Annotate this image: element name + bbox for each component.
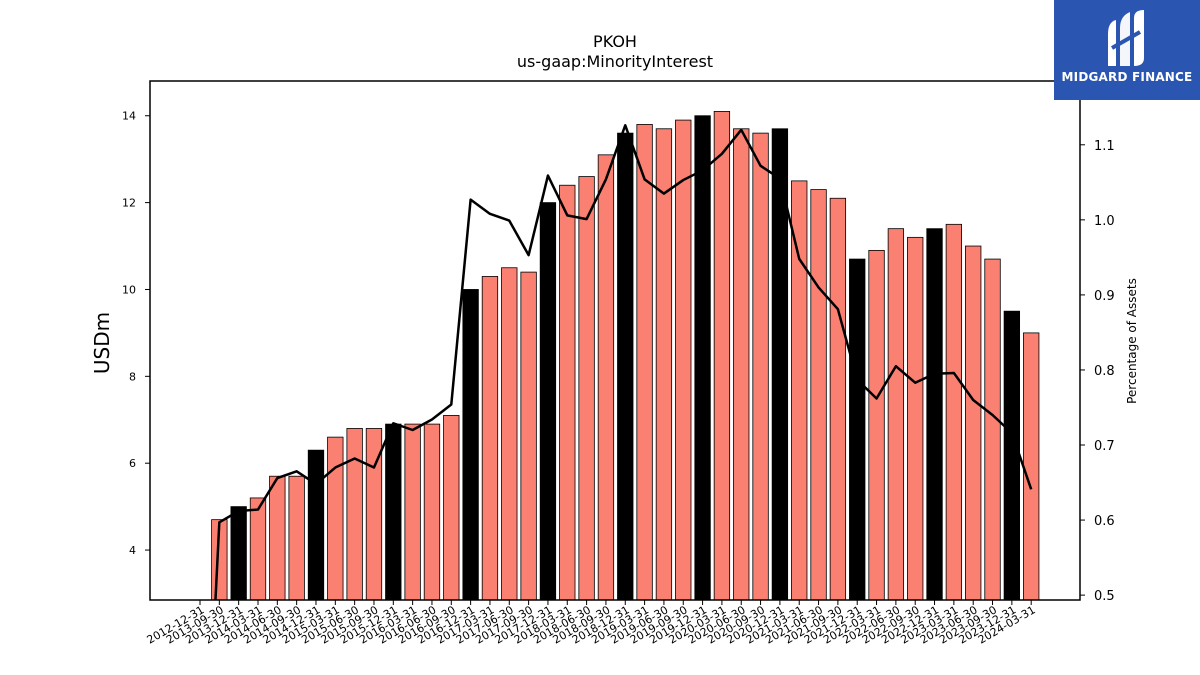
bar — [887, 228, 905, 601]
bar — [675, 119, 692, 601]
bar — [849, 258, 866, 601]
bar — [443, 415, 460, 601]
bar — [249, 497, 267, 601]
bar — [597, 154, 615, 601]
chart-title: PKOH — [593, 32, 637, 51]
bar — [423, 423, 441, 601]
bar — [868, 249, 885, 601]
bar — [636, 124, 653, 601]
y-tick-label: 4 — [129, 544, 136, 557]
bar — [829, 197, 847, 601]
y-tick-label: 6 — [129, 457, 136, 470]
y2-tick-label: 1.0 — [1094, 214, 1115, 229]
bar — [791, 180, 808, 601]
bar — [984, 258, 1001, 601]
y-tick-label: 8 — [129, 370, 136, 383]
bar — [346, 428, 363, 601]
bar — [307, 449, 325, 601]
bar — [965, 245, 982, 601]
y2-tick-label: 0.6 — [1094, 514, 1115, 529]
midgard-finance-logo: MIDGARD FINANCE — [1054, 0, 1200, 100]
bar — [539, 202, 557, 601]
midgard-logo-icon — [1108, 10, 1144, 66]
y2-tick-label: 1.1 — [1094, 139, 1115, 154]
y2-tick-label: 0.5 — [1094, 589, 1115, 604]
y-tick-label: 10 — [122, 283, 136, 296]
bar — [907, 236, 924, 601]
y2-tick-label: 0.8 — [1094, 364, 1115, 379]
bar — [385, 423, 402, 601]
series-line — [214, 124, 1033, 601]
chart-subtitle: us-gaap:MinorityInterest — [516, 52, 714, 71]
bar — [404, 423, 421, 601]
bar — [752, 132, 769, 601]
y2-tick-label: 0.7 — [1094, 439, 1115, 454]
bar — [733, 128, 750, 601]
bar — [694, 115, 711, 601]
plot-frame — [149, 80, 1081, 601]
bar — [288, 475, 305, 601]
logo-text: MIDGARD FINANCE — [1061, 70, 1193, 84]
bar — [617, 132, 634, 601]
y-tick-label: 12 — [122, 197, 136, 210]
y-axis-label: USDm — [90, 312, 114, 374]
bar — [926, 228, 943, 601]
bar — [481, 276, 499, 601]
y2-tick-label: 0.9 — [1094, 289, 1115, 304]
bar — [713, 111, 731, 601]
y-tick-label: 14 — [122, 110, 136, 123]
bar — [327, 436, 344, 601]
bar — [1023, 332, 1040, 601]
bar — [1003, 310, 1021, 601]
bar — [230, 506, 247, 601]
bar — [520, 271, 537, 601]
bar — [578, 176, 595, 601]
bar — [269, 475, 286, 601]
bar — [945, 223, 963, 601]
y2-axis-label: Percentage of Assets — [1125, 278, 1139, 404]
bar — [810, 189, 827, 601]
bar — [655, 128, 673, 601]
bar — [501, 267, 518, 601]
bar — [462, 289, 479, 601]
bar — [559, 184, 576, 601]
